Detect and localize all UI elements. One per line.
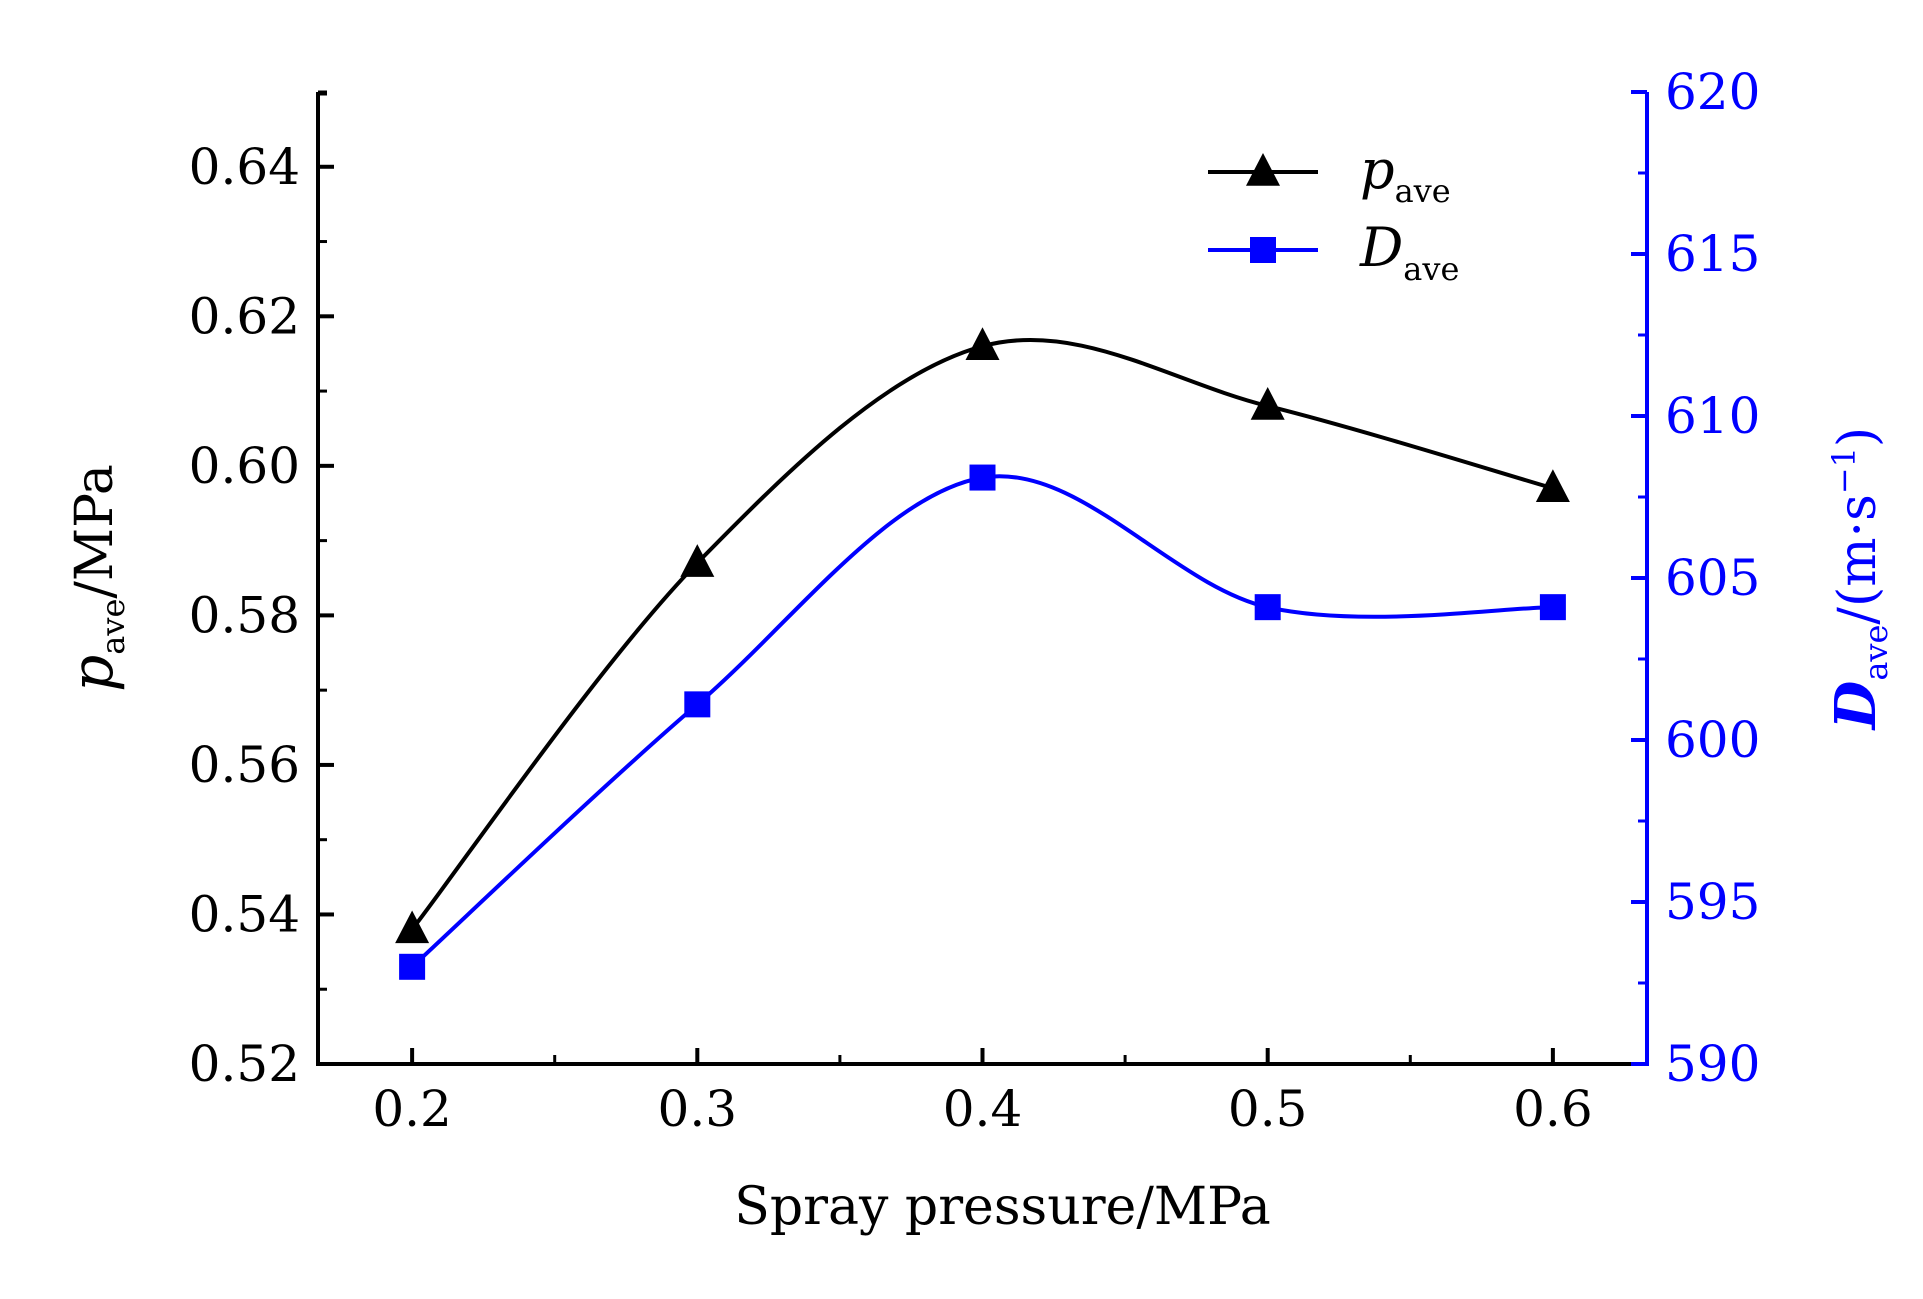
right-y-symbol: D (1823, 680, 1889, 731)
legend-symbol: D (1359, 216, 1403, 279)
data-point-pave (1250, 387, 1285, 420)
x-tick-label: 0.4 (943, 1080, 1023, 1138)
data-point-Dave (684, 691, 711, 718)
legend-marker-Dave (1250, 237, 1276, 263)
data-point-pave (395, 910, 430, 944)
x-tick-label: 0.6 (1513, 1080, 1593, 1138)
legend-label-pave: pave (1360, 138, 1451, 210)
left-tick-label: 0.56 (189, 736, 300, 794)
legend-symbol: p (1360, 138, 1395, 201)
series-layer (395, 327, 1570, 980)
right-tick-label: 605 (1665, 549, 1760, 607)
right-y-close-paren: ) (1828, 427, 1888, 447)
left-tick-label: 0.62 (189, 287, 300, 345)
x-tick-label: 0.3 (658, 1080, 738, 1138)
data-point-pave (965, 327, 1000, 360)
legend-subscript: ave (1395, 172, 1451, 210)
left-y-unit: /MPa (65, 464, 125, 598)
x-tick-label: 0.2 (372, 1080, 452, 1138)
data-point-pave (1535, 469, 1570, 503)
right-y-axis-title: Dave/(m·s−1) (1823, 427, 1895, 731)
legend-label-Dave: Dave (1359, 216, 1459, 288)
right-tick-label: 600 (1665, 711, 1760, 769)
left-tick-label: 0.58 (189, 586, 300, 644)
x-tick-label: 0.5 (1228, 1080, 1308, 1138)
series-line-pave (410, 337, 1554, 931)
left-y-symbol: p (58, 655, 126, 692)
right-y-subscript: ave (1857, 625, 1895, 681)
right-tick-label: 615 (1665, 225, 1760, 283)
right-tick-label: 620 (1665, 63, 1760, 121)
data-point-Dave (969, 464, 996, 491)
right-tick-label: 595 (1665, 873, 1760, 931)
series-line-Dave (410, 474, 1553, 969)
left-y-axis-title: pave/MPa (58, 464, 132, 692)
axes: 0.52 0.54 0.56 0.58 0.60 0.62 0.64 590 595 600 605… (189, 63, 1761, 1138)
right-tick-label: 590 (1665, 1035, 1760, 1093)
left-y-subscript: ave (94, 599, 132, 655)
right-y-unit: /(m·s (1828, 494, 1888, 624)
right-tick-label: 610 (1665, 387, 1760, 445)
left-tick-label: 0.60 (189, 437, 300, 495)
right-y-superscript: −1 (1825, 447, 1863, 494)
x-axis-title: Spray pressure/MPa (734, 1177, 1271, 1237)
data-point-pave (680, 544, 715, 577)
data-point-Dave (399, 953, 426, 980)
left-tick-label: 0.52 (189, 1035, 300, 1093)
left-tick-label: 0.64 (189, 138, 300, 196)
left-tick-label: 0.54 (189, 885, 300, 943)
legend-marker-pave (1246, 153, 1280, 186)
data-point-Dave (1254, 594, 1281, 621)
data-point-Dave (1539, 594, 1566, 621)
legend-subscript: ave (1403, 250, 1459, 288)
